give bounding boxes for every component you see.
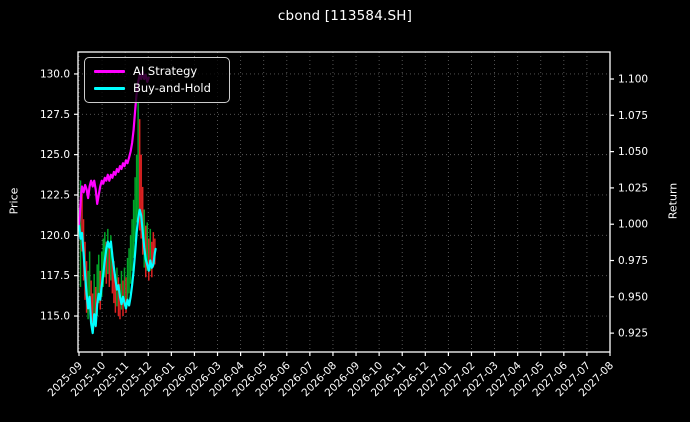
- left-axis-title: Price: [7, 187, 21, 215]
- price-tick-label: 125.0: [40, 149, 70, 161]
- legend: AI Strategy Buy-and-Hold: [84, 57, 230, 103]
- legend-label-ai-strategy: AI Strategy: [133, 64, 198, 78]
- right-axis-title: Return: [666, 182, 680, 220]
- tick-labels: 2025-092025-102025-112025-122026-012026-…: [40, 68, 648, 399]
- legend-item-ai-strategy: AI Strategy: [94, 64, 223, 78]
- price-tick-label: 117.5: [40, 270, 70, 282]
- ai-strategy-swatch: [94, 70, 125, 74]
- buy-and-hold-line: [77, 208, 157, 335]
- plot-frame: [77, 51, 611, 353]
- return-tick-label: 1.050: [618, 146, 648, 158]
- axis-ticks: [74, 73, 614, 356]
- price-tick-label: 122.5: [40, 189, 70, 201]
- price-tick-label: 130.0: [40, 68, 70, 80]
- price-tick-label: 115.0: [40, 311, 70, 323]
- legend-item-buy-and-hold: Buy-and-Hold: [94, 80, 223, 95]
- price-tick-label: 120.0: [40, 230, 70, 242]
- return-tick-label: 0.950: [618, 291, 648, 303]
- buy-and-hold-swatch: [94, 86, 125, 90]
- return-tick-label: 1.075: [618, 110, 648, 122]
- return-tick-label: 0.925: [618, 328, 648, 340]
- return-tick-label: 1.100: [618, 74, 648, 86]
- return-tick-label: 1.000: [618, 219, 648, 231]
- price-tick-label: 127.5: [40, 109, 70, 121]
- chart-title: cbond [113584.SH]: [277, 8, 413, 24]
- legend-label-buy-and-hold: Buy-and-Hold: [133, 80, 211, 95]
- return-tick-label: 0.975: [618, 255, 648, 267]
- return-tick-label: 1.025: [618, 182, 648, 194]
